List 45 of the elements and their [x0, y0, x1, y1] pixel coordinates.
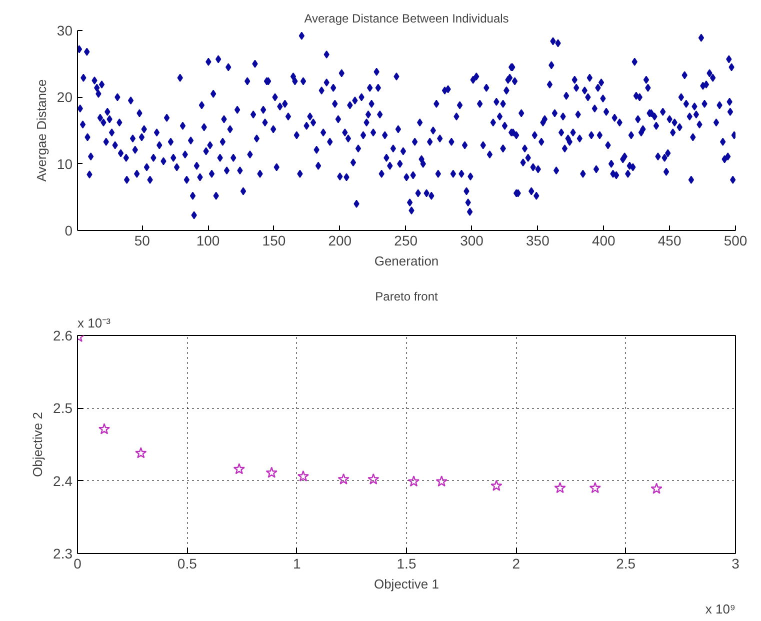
point	[297, 470, 310, 482]
x-tick-label: 1.5	[396, 556, 416, 572]
x-tick-label: 350	[526, 232, 550, 248]
chart-title: Average Distance Between Individuals	[304, 12, 509, 26]
x-tick-label: 450	[658, 232, 682, 248]
x-tick-label: 50	[134, 232, 150, 248]
x-tick-label: 3	[732, 556, 740, 572]
y-tick-label: 2.5	[53, 400, 73, 416]
point	[490, 480, 502, 491]
x-tick-label: 250	[394, 232, 418, 248]
text: x 10⁻³	[78, 316, 112, 330]
y-tick-label: 2.4	[53, 472, 73, 489]
x-tick-label: 0.5	[177, 556, 198, 572]
y-tick-label: 2.3	[53, 546, 73, 562]
y-tick-label: 20	[56, 89, 73, 106]
y-tick-label: 0	[64, 222, 73, 238]
y-tick-label: 10	[56, 156, 73, 172]
point	[233, 463, 245, 474]
x-tick-label: 150	[262, 232, 286, 248]
chart-title: Pareto front	[375, 290, 439, 304]
y-tick-label: 2.6	[53, 328, 73, 344]
x-axis-title: Generation	[374, 254, 439, 268]
point	[266, 466, 278, 478]
x-tick-label: 400	[592, 232, 616, 248]
x-tick-label: 100	[196, 232, 220, 248]
point	[408, 475, 420, 487]
point	[338, 473, 350, 484]
point	[589, 482, 601, 494]
point	[436, 475, 448, 487]
y-tick-label: 30	[56, 22, 73, 38]
point	[98, 423, 110, 434]
x-tick-label: 200	[328, 232, 352, 248]
point	[368, 473, 380, 484]
x-tick-label: 1	[292, 556, 301, 572]
text: x 10⁹	[705, 602, 736, 616]
y-axis-title: Objective 2	[30, 412, 46, 478]
x-tick-label: 300	[460, 232, 484, 248]
y-axis-title: Avergae Distance	[34, 79, 49, 182]
point	[554, 482, 566, 494]
x-tick-label: 2.5	[616, 556, 636, 572]
point	[650, 482, 662, 494]
x-axis-title: Objective 1	[374, 576, 440, 592]
x-tick-label: 500	[724, 232, 748, 248]
x-tick-label: 2	[512, 556, 520, 572]
point	[135, 447, 147, 458]
